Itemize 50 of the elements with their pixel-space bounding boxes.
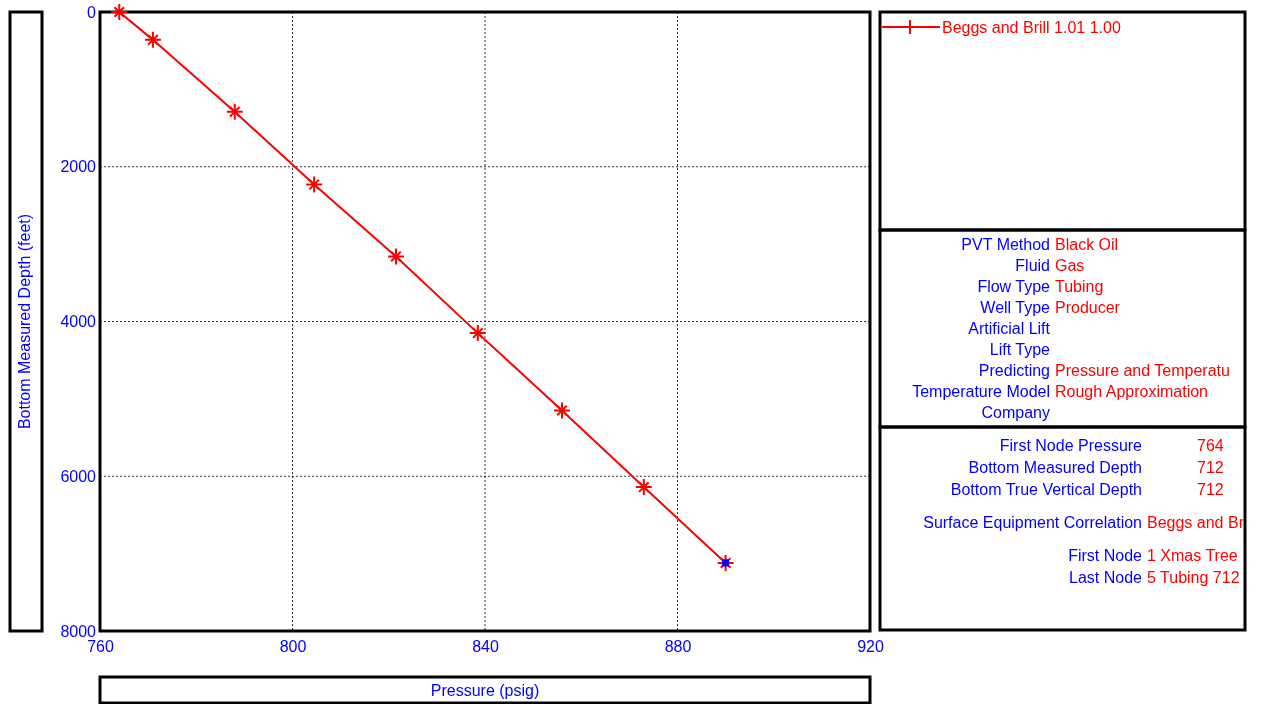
x-tick-label: 840 bbox=[472, 638, 499, 656]
point bbox=[143, 30, 162, 49]
point bbox=[553, 401, 571, 420]
text: PVT Method bbox=[961, 236, 1050, 253]
point bbox=[305, 175, 324, 194]
text: Beggs and Br bbox=[1147, 514, 1245, 531]
point bbox=[386, 247, 405, 266]
text: First Node Pressure bbox=[999, 437, 1143, 454]
point bbox=[468, 324, 487, 343]
x-axis-title: Pressure (psig) bbox=[430, 682, 540, 699]
x-tick-label: 760 bbox=[87, 638, 114, 656]
text: 712 bbox=[1197, 481, 1224, 498]
x-tick-label: 800 bbox=[279, 638, 307, 656]
y-axis-title: Bottom Measured Depth (feet) bbox=[16, 213, 33, 430]
text: Pressure and Temperatu bbox=[1055, 362, 1230, 379]
text: Gas bbox=[1055, 257, 1085, 274]
text: Rough Approximation bbox=[1055, 383, 1208, 400]
point bbox=[716, 553, 735, 572]
text: 764 bbox=[1197, 437, 1224, 454]
point bbox=[225, 102, 244, 121]
text: Well Type bbox=[980, 299, 1051, 316]
text: Producer bbox=[1055, 299, 1121, 316]
text: Surface Equipment Correlation bbox=[923, 514, 1142, 531]
text: 712 bbox=[1197, 459, 1224, 476]
y-tick-label: 6000 bbox=[60, 467, 97, 485]
text: Bottom Measured Depth bbox=[968, 459, 1142, 476]
y-tick-label: 4000 bbox=[60, 313, 97, 331]
y-tick-label: 8000 bbox=[60, 622, 97, 640]
point bbox=[722, 559, 730, 567]
text: Black Oil bbox=[1055, 236, 1119, 253]
text: 1 Xmas Tree bbox=[1147, 547, 1238, 564]
text: 5 Tubing 712 bbox=[1147, 569, 1240, 586]
text: Company bbox=[981, 404, 1050, 421]
text: Bottom True Vertical Depth bbox=[950, 481, 1142, 498]
x-tick-label: 920 bbox=[857, 638, 884, 656]
y-tick-label: 0 bbox=[87, 3, 97, 21]
text: Tubing bbox=[1055, 278, 1104, 295]
text: Flow Type bbox=[977, 278, 1051, 295]
text: Predicting bbox=[978, 362, 1050, 379]
x-tick-label: 880 bbox=[664, 638, 692, 656]
text: Temperature Model bbox=[912, 383, 1050, 400]
y-tick-label: 2000 bbox=[60, 158, 97, 176]
text: First Node bbox=[1068, 547, 1143, 564]
text: Last Node bbox=[1069, 569, 1143, 586]
text: Fluid bbox=[1015, 257, 1050, 274]
text: Lift Type bbox=[989, 341, 1051, 358]
point bbox=[110, 3, 129, 21]
legend-label: Beggs and Brill 1.01 1.00 bbox=[942, 19, 1121, 36]
point bbox=[634, 478, 653, 497]
text: Artificial Lift bbox=[968, 320, 1051, 337]
